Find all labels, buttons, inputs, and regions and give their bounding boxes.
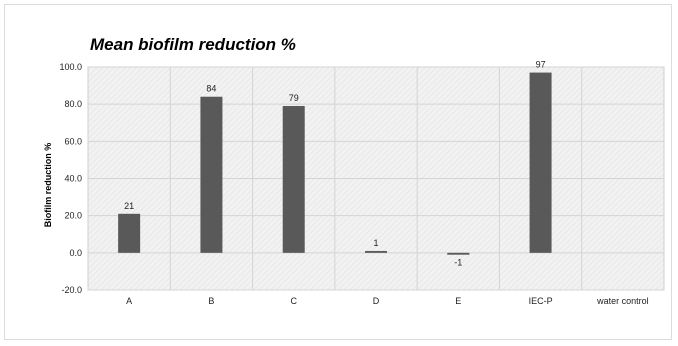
data-label: 79 <box>289 93 299 103</box>
chart-title: Mean biofilm reduction % <box>90 35 296 54</box>
x-tick-label: water control <box>596 296 649 306</box>
data-label: 97 <box>536 60 546 70</box>
y-tick-label: 100.0 <box>59 62 82 72</box>
data-label: 84 <box>206 84 216 94</box>
data-label: 21 <box>124 201 134 211</box>
bar-iec-p <box>529 72 552 253</box>
data-label: 1 <box>373 238 378 248</box>
y-tick-label: 0.0 <box>69 248 82 258</box>
x-tick-label: C <box>290 296 297 306</box>
plot-area: -20.0 0.0 20.0 40.0 60.0 80.0 100.0 21 A 84 B 79 C 1 D… <box>59 60 665 306</box>
y-axis-label: Biofilm reduction % <box>43 143 53 228</box>
x-tick-label: A <box>126 296 132 306</box>
bar-b <box>200 96 223 253</box>
y-tick-label: 20.0 <box>64 211 82 221</box>
bar-a <box>118 213 141 253</box>
x-tick-label: D <box>373 296 380 306</box>
x-tick-label: E <box>455 296 461 306</box>
y-tick-label: 40.0 <box>64 174 82 184</box>
y-tick-label: -20.0 <box>61 285 82 295</box>
bar-e <box>447 252 470 255</box>
y-tick-label: 80.0 <box>64 99 82 109</box>
y-tick-label: 60.0 <box>64 136 82 146</box>
bar-c <box>282 106 305 253</box>
bar-d <box>365 250 387 253</box>
data-label: -1 <box>454 258 462 268</box>
x-tick-label: IEC-P <box>529 296 553 306</box>
x-tick-label: B <box>208 296 214 306</box>
